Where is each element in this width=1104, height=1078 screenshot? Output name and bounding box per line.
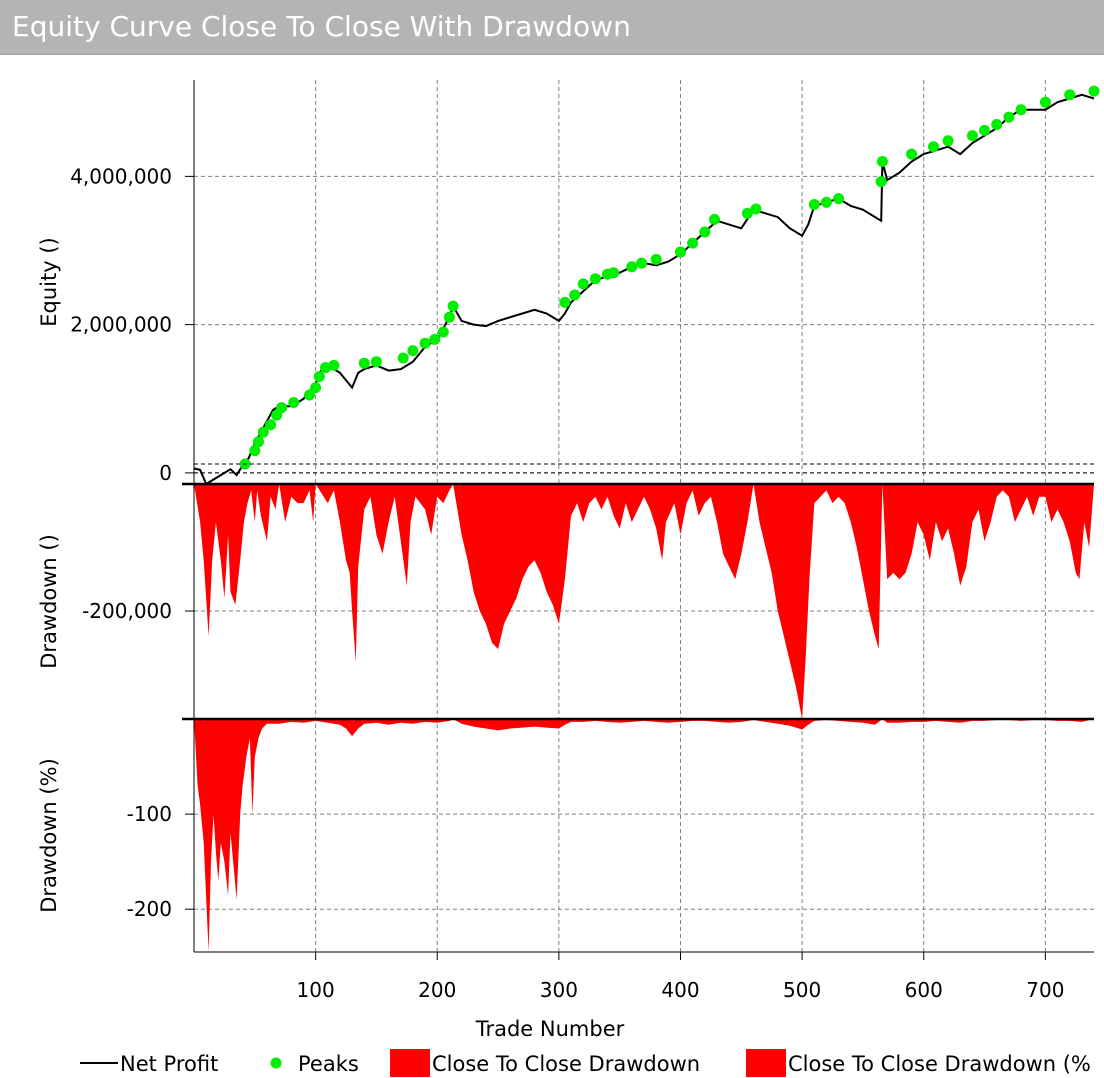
peak-point bbox=[310, 382, 322, 394]
chart-title: Equity Curve Close To Close With Drawdow… bbox=[12, 10, 631, 43]
peak-point bbox=[699, 226, 711, 238]
y-axis-label: Drawdown () bbox=[37, 534, 61, 669]
peak-point bbox=[577, 278, 589, 290]
legend-label-net-profit: Net Profit bbox=[120, 1052, 218, 1076]
peak-point bbox=[675, 246, 686, 258]
peak-point bbox=[906, 148, 918, 160]
peak-point bbox=[276, 402, 288, 414]
peak-point bbox=[419, 337, 431, 349]
y-tick-label: -100 bbox=[127, 802, 172, 826]
peak-point bbox=[1015, 104, 1027, 116]
drawdown-panel bbox=[194, 484, 1094, 719]
peak-point bbox=[265, 419, 277, 431]
legend-label-drawdown: Close To Close Drawdown bbox=[432, 1052, 700, 1076]
y-tick-label: -200 bbox=[127, 897, 172, 921]
peak-point bbox=[257, 426, 269, 438]
peak-point bbox=[991, 119, 1003, 130]
x-tick-label: 600 bbox=[905, 978, 943, 1002]
axes-layer bbox=[182, 80, 1094, 960]
peak-point bbox=[447, 300, 459, 312]
y-tick-label: 2,000,000 bbox=[70, 313, 172, 337]
labels-layer: 100 200 300 400 500 600 700 0 2,000,000 4,000,000… bbox=[37, 164, 1064, 1041]
peak-point bbox=[304, 389, 315, 401]
peak-point bbox=[709, 213, 720, 225]
x-tick-label: 200 bbox=[418, 978, 456, 1002]
peak-point bbox=[358, 357, 370, 369]
peak-point bbox=[876, 156, 888, 167]
peak-point bbox=[820, 196, 832, 208]
net-profit-line bbox=[193, 93, 1095, 486]
legend-swatch-peaks bbox=[270, 1057, 282, 1069]
equity-panel bbox=[193, 85, 1100, 486]
legend-swatch-drawdown-percent bbox=[746, 1049, 786, 1077]
peak-point bbox=[833, 193, 845, 205]
legend-label-drawdown-percent: Close To Close Drawdown (% bbox=[788, 1052, 1091, 1076]
peak-point bbox=[966, 130, 978, 142]
peak-point bbox=[750, 203, 762, 215]
peak-point bbox=[429, 333, 441, 345]
x-tick-label: 500 bbox=[783, 978, 821, 1002]
peak-point bbox=[626, 261, 638, 273]
title-bar: Equity Curve Close To Close With Drawdow… bbox=[0, 0, 1104, 55]
peak-point bbox=[1088, 85, 1100, 97]
peak-point bbox=[559, 296, 571, 308]
drawdown-area bbox=[194, 484, 1094, 719]
peak-point bbox=[636, 257, 648, 269]
peak-point bbox=[608, 267, 620, 279]
y-tick-label: 0 bbox=[159, 461, 172, 485]
drawdown-percent-area bbox=[194, 719, 1094, 952]
peak-point bbox=[319, 362, 331, 374]
peak-point bbox=[407, 345, 419, 357]
peak-point bbox=[1039, 96, 1051, 108]
peak-point bbox=[437, 326, 449, 338]
legend-swatch-drawdown bbox=[390, 1049, 430, 1077]
peak-point bbox=[443, 311, 455, 323]
peak-point bbox=[687, 237, 699, 249]
peak-point bbox=[569, 289, 581, 301]
x-tick-label: 100 bbox=[297, 978, 335, 1002]
peak-point bbox=[1064, 89, 1076, 101]
peak-point bbox=[370, 356, 382, 368]
peak-point bbox=[328, 359, 340, 371]
peak-point bbox=[979, 124, 990, 136]
legend-label-peaks: Peaks bbox=[298, 1052, 359, 1076]
x-axis-label: Trade Number bbox=[475, 1017, 625, 1041]
y-tick-label: -200,000 bbox=[82, 599, 172, 623]
grid-layer bbox=[194, 80, 1094, 952]
x-tick-label: 300 bbox=[540, 978, 578, 1002]
peak-point bbox=[808, 199, 820, 210]
x-tick-label: 700 bbox=[1026, 978, 1064, 1002]
y-tick-label: 4,000,000 bbox=[70, 164, 172, 188]
peak-point bbox=[942, 135, 954, 147]
y-axis-label: Equity () bbox=[37, 237, 61, 326]
x-tick-label: 400 bbox=[661, 978, 699, 1002]
peak-point bbox=[397, 352, 409, 364]
legend: Net Profit Peaks Close To Close Drawdown Cl… bbox=[80, 1049, 1091, 1077]
peak-point bbox=[313, 371, 325, 382]
drawdown-percent-panel bbox=[194, 719, 1094, 952]
peak-point bbox=[650, 253, 662, 265]
y-axis-label: Drawdown (%) bbox=[37, 758, 61, 913]
peak-point bbox=[741, 207, 753, 219]
peak-point bbox=[928, 141, 939, 153]
peak-point bbox=[589, 273, 601, 285]
peak-point bbox=[288, 397, 300, 408]
peak-point bbox=[253, 436, 264, 448]
peak-point bbox=[1003, 111, 1015, 123]
peak-point bbox=[875, 176, 887, 188]
peak-point bbox=[249, 445, 261, 457]
